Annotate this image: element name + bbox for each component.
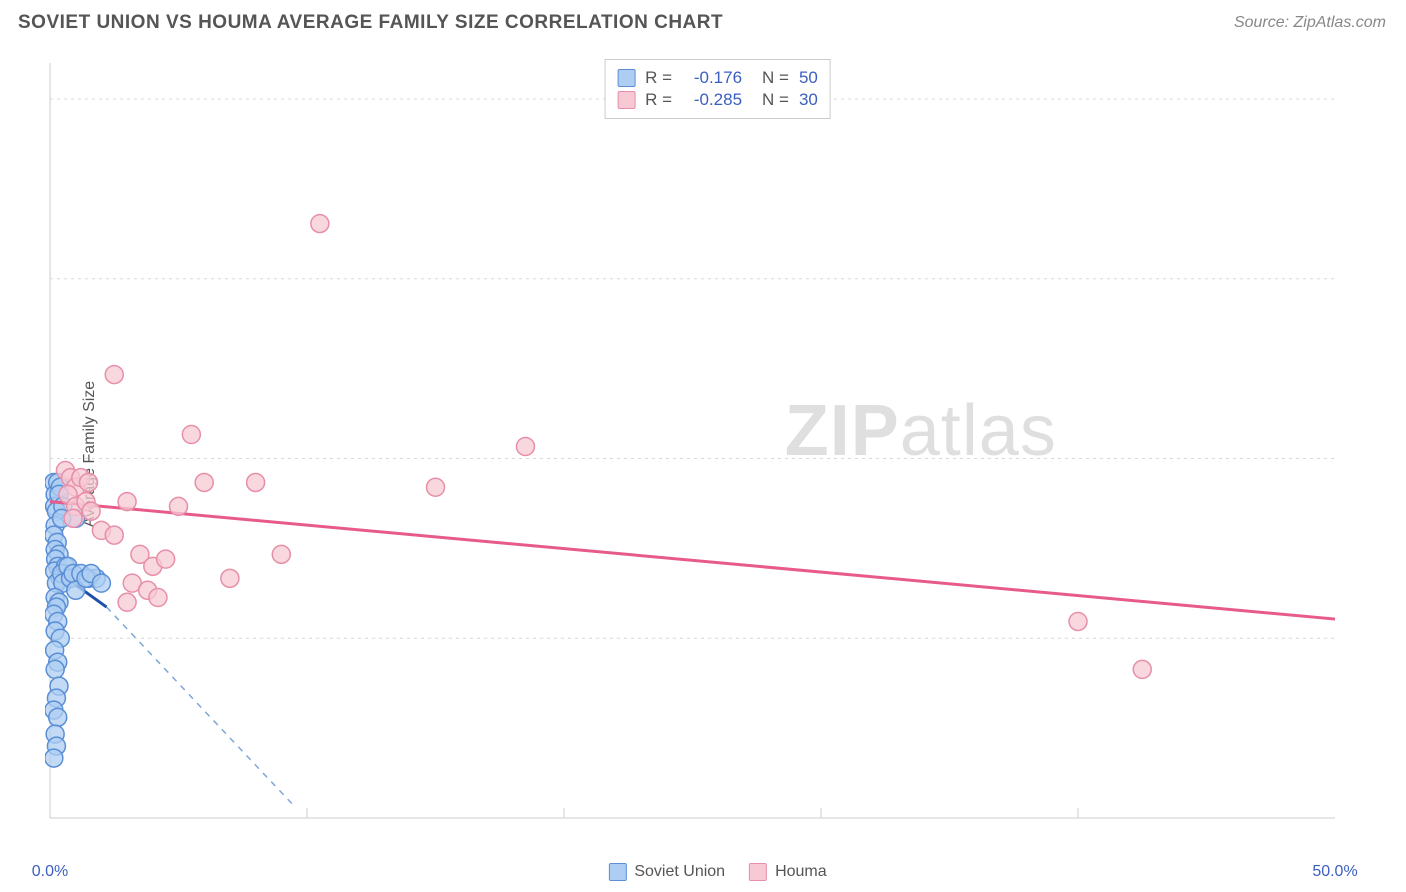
chart-container: Average Family Size 2.753.504.255.00 0.0… [45, 55, 1390, 853]
r-value: -0.176 [682, 68, 742, 88]
legend-swatch [617, 69, 635, 87]
legend-item: Houma [749, 863, 827, 881]
chart-source: Source: ZipAtlas.com [1234, 14, 1386, 32]
r-label: R = [645, 68, 672, 88]
correlation-legend-row: R = -0.285 N = 30 [617, 90, 818, 110]
n-label: N = [762, 68, 789, 88]
n-value: 50 [799, 68, 818, 88]
scatter-plot [45, 55, 1390, 853]
legend-swatch [617, 91, 635, 109]
chart-header: SOVIET UNION VS HOUMA AVERAGE FAMILY SIZ… [0, 0, 1406, 42]
n-value: 30 [799, 90, 818, 110]
legend-label: Houma [775, 863, 827, 881]
correlation-legend-row: R = -0.176 N = 50 [617, 68, 818, 88]
legend-swatch [608, 863, 626, 881]
x-tick-label: 0.0% [32, 863, 68, 881]
legend-swatch [749, 863, 767, 881]
x-tick-label: 50.0% [1312, 863, 1357, 881]
r-label: R = [645, 90, 672, 110]
legend-item: Soviet Union [608, 863, 725, 881]
legend-label: Soviet Union [634, 863, 725, 881]
correlation-legend: R = -0.176 N = 50 R = -0.285 N = 30 [604, 59, 831, 119]
chart-title: SOVIET UNION VS HOUMA AVERAGE FAMILY SIZ… [18, 12, 723, 34]
r-value: -0.285 [682, 90, 742, 110]
legend-bottom: Soviet Union Houma [608, 863, 826, 881]
n-label: N = [762, 90, 789, 110]
